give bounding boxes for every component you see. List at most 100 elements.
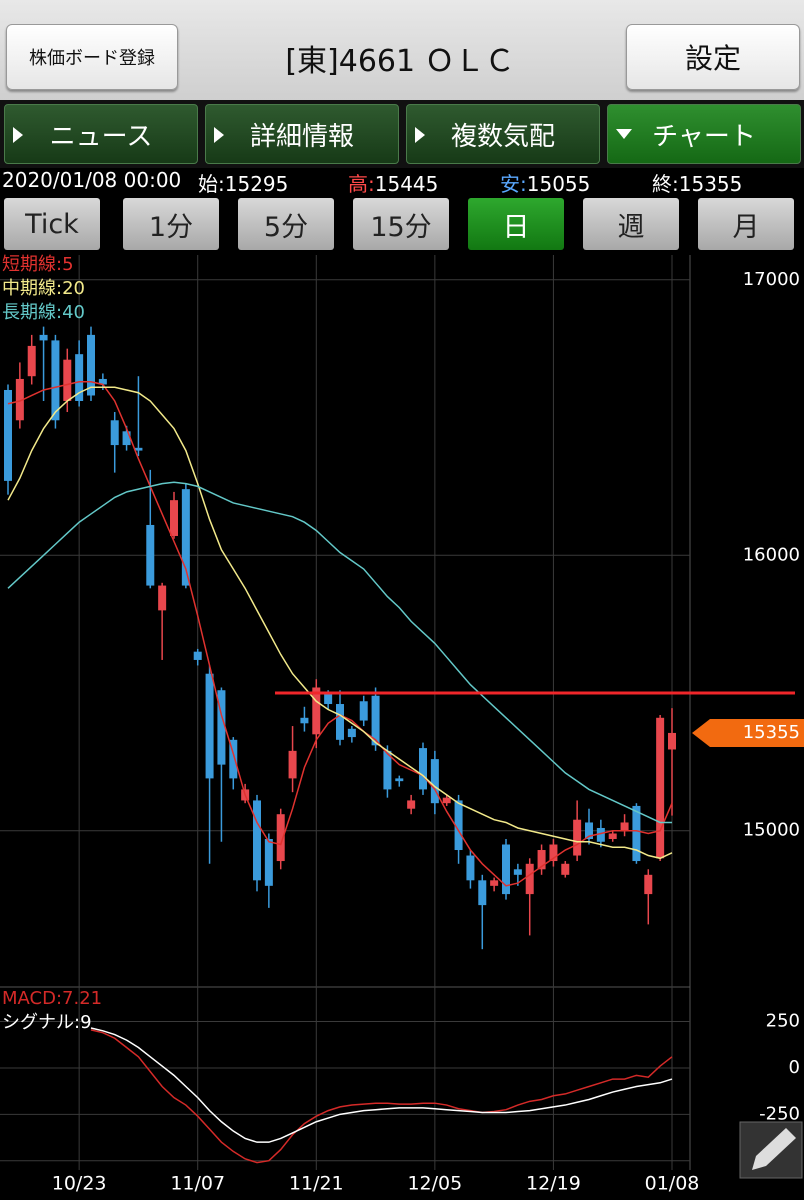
candle-body [158,585,167,611]
period-button[interactable]: 月 [698,198,794,250]
tab-label: チャート [652,121,756,152]
info-label: 始: [198,172,225,196]
candle-body [561,863,570,875]
candle-body [98,378,107,385]
y-tick-label: 17000 [743,269,800,290]
info-label: 終: [652,172,679,196]
candle-body [549,844,558,862]
candle-body [264,839,273,886]
candle-body [39,334,48,341]
legend-entry: 短期線:5 [2,254,74,275]
candle-body [668,732,676,750]
candle-body [395,778,404,782]
candle-body [596,827,605,842]
candle-body [122,431,131,446]
tab[interactable]: 詳細情報 [205,104,399,164]
candle-body [217,690,226,765]
info-label: 高: [348,172,375,196]
y-tick-label: -250 [759,1103,800,1124]
period-button[interactable]: 1分 [123,198,219,250]
board-register-button[interactable]: 株価ボード登録 [6,24,178,90]
y-tick-label: 250 [766,1011,800,1032]
candle-body [181,489,190,586]
tab[interactable]: 複数気配 [406,104,600,164]
candle-body [300,717,309,724]
y-tick-label: 15000 [743,820,800,841]
info-label: 安: [500,172,527,196]
series-line [7,481,672,824]
tab-icon [415,127,425,143]
settings-button[interactable]: 設定 [626,24,800,90]
price-tag [692,718,804,747]
candle-body [229,739,238,779]
y-tick-label: 0 [789,1057,800,1078]
info-datetime: 2020/01/08 00:00 [2,168,182,192]
candle-body [442,797,451,804]
edit-icon[interactable] [739,1121,803,1179]
candle-body [276,814,285,862]
period-button[interactable]: 5分 [238,198,334,250]
x-tick-label: 12/19 [526,1173,581,1195]
tab-label: 詳細情報 [249,121,354,152]
y-tick-label: 16000 [743,544,800,565]
tab-label: ニュース [49,121,153,152]
x-tick-label: 10/23 [52,1173,107,1195]
candle-body [632,805,641,862]
period-button[interactable]: 日 [468,198,564,250]
candle-body [430,759,439,804]
candle-body [63,359,72,401]
info-value: 15355 [678,172,743,196]
info-high: 高:15445 [348,168,438,196]
candle-body [336,704,344,740]
legend-entry: 長期線:40 [2,302,85,323]
period-button[interactable]: Tick [4,198,100,250]
candle-body [193,651,202,660]
price-tag-label: 15355 [743,722,800,743]
period-button[interactable]: 15分 [353,198,449,250]
tab[interactable]: ニュース [4,104,198,164]
x-tick-label: 11/21 [289,1173,344,1195]
tab-icon [13,127,23,143]
candle-body [620,822,629,831]
candle-body [502,844,510,895]
tab-bar: ニュース 詳細情報 複数気配 チャート [0,100,804,168]
info-value: 15445 [374,172,439,196]
candle-body [608,833,617,839]
x-tick-label: 01/08 [645,1173,700,1195]
info-open: 始:15295 [198,168,288,196]
info-close: 終:15355 [652,168,742,196]
stock-title: [東]4661 ＯＬＣ [285,44,515,79]
info-low: 安:15055 [500,168,590,196]
x-tick-label: 11/07 [170,1173,225,1195]
period-button[interactable]: 週 [583,198,679,250]
candle-body [15,378,24,421]
candle-body [656,717,665,859]
legend-entry: MACD:7.21 [2,988,102,1009]
legend-entry: 中期線:20 [2,278,85,299]
candle-body [134,447,143,451]
tab-icon [214,127,224,143]
tab-icon [616,129,632,139]
candle-body [324,693,333,705]
candle-body [573,819,582,856]
candle-body [312,687,321,735]
candle-body [253,800,261,881]
tab-active[interactable]: チャート [607,104,801,164]
info-value: 15295 [224,172,289,196]
candle-body [490,880,499,886]
candle-body [87,334,95,396]
candle-body [419,748,427,790]
candle-body [51,340,60,421]
series-line [7,380,673,887]
candle-body [478,880,487,906]
candle-body [371,695,380,746]
series-line [7,386,673,860]
chart: 10/23 11/07 11/21 12/05 12/19 01/08 15000 16000… [0,254,804,1195]
candle-body [359,701,368,721]
candle-body [146,524,155,586]
candle-body [585,822,593,839]
candle-body [383,750,392,790]
info-value: 15055 [526,172,591,196]
header: 株価ボード登録 [東]4661 ＯＬＣ 設定 [0,0,804,100]
